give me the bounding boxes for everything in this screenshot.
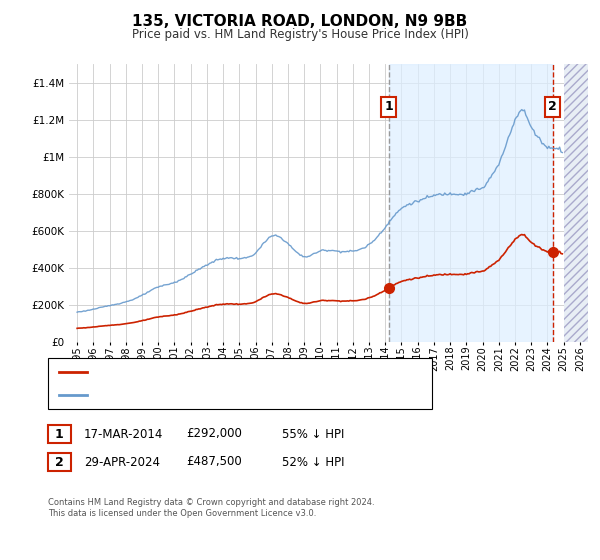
Text: 1: 1	[55, 427, 64, 441]
Text: £487,500: £487,500	[186, 455, 242, 469]
Text: 1: 1	[384, 100, 393, 114]
Text: Contains HM Land Registry data © Crown copyright and database right 2024.
This d: Contains HM Land Registry data © Crown c…	[48, 498, 374, 518]
Text: 55% ↓ HPI: 55% ↓ HPI	[282, 427, 344, 441]
Text: 17-MAR-2014: 17-MAR-2014	[84, 427, 163, 441]
Text: £292,000: £292,000	[186, 427, 242, 441]
Text: 135, VICTORIA ROAD, LONDON, N9 9BB (detached house): 135, VICTORIA ROAD, LONDON, N9 9BB (deta…	[93, 367, 394, 377]
Text: HPI: Average price, detached house, Enfield: HPI: Average price, detached house, Enfi…	[93, 390, 322, 400]
Bar	[389, 64, 553, 342]
Text: 135, VICTORIA ROAD, LONDON, N9 9BB: 135, VICTORIA ROAD, LONDON, N9 9BB	[133, 14, 467, 29]
Text: 29-APR-2024: 29-APR-2024	[84, 455, 160, 469]
Text: 2: 2	[548, 100, 557, 114]
Text: 2: 2	[55, 455, 64, 469]
Bar	[563, 64, 596, 342]
Text: Price paid vs. HM Land Registry's House Price Index (HPI): Price paid vs. HM Land Registry's House …	[131, 28, 469, 41]
Text: 52% ↓ HPI: 52% ↓ HPI	[282, 455, 344, 469]
